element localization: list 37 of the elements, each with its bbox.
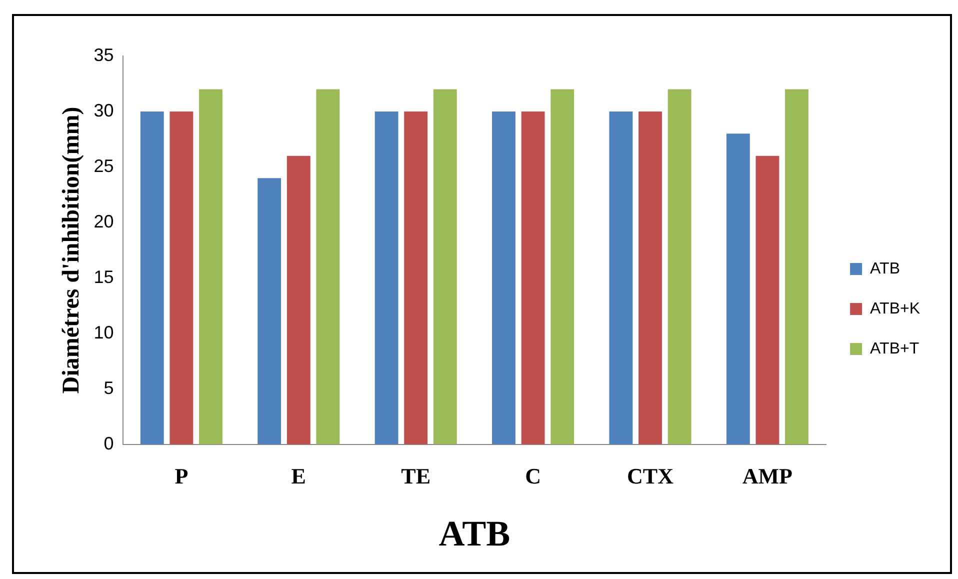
legend-label: ATB+K [870, 300, 920, 318]
bar [638, 111, 662, 444]
x-tick-label: P [174, 463, 188, 488]
y-tick-label: 15 [94, 266, 114, 287]
bar [609, 111, 633, 444]
y-tick-label: 20 [94, 211, 114, 232]
bar [374, 111, 398, 444]
x-axis-title: ATB [438, 514, 510, 554]
y-tick-label: 25 [94, 156, 114, 176]
bar [286, 156, 310, 444]
bar [404, 111, 428, 444]
x-tick-label: AMP [742, 463, 792, 488]
legend-label: ATB [870, 260, 900, 278]
bar [785, 89, 808, 444]
legend-label: ATB+T [870, 340, 920, 358]
bar [668, 89, 692, 444]
bar [756, 156, 780, 444]
x-tick-label: TE [401, 463, 431, 488]
y-tick-label: 35 [94, 44, 114, 65]
bar [521, 111, 545, 444]
bar [433, 89, 457, 444]
bar [170, 111, 194, 444]
x-tick-label: E [291, 463, 306, 488]
y-tick-label: 10 [94, 322, 114, 342]
bar [550, 89, 574, 444]
bar [199, 89, 222, 444]
y-axis-title: Diamétres d'inhibition(mm) [58, 106, 85, 394]
bar [316, 89, 340, 444]
y-tick-label: 5 [104, 378, 114, 398]
bar [726, 134, 750, 444]
x-tick-label: C [525, 463, 541, 488]
bar [492, 111, 516, 444]
x-tick-label: CTX [627, 463, 674, 488]
y-tick-label: 0 [104, 433, 114, 454]
bar [258, 178, 282, 444]
y-tick-label: 30 [94, 100, 114, 120]
bar [140, 111, 164, 444]
